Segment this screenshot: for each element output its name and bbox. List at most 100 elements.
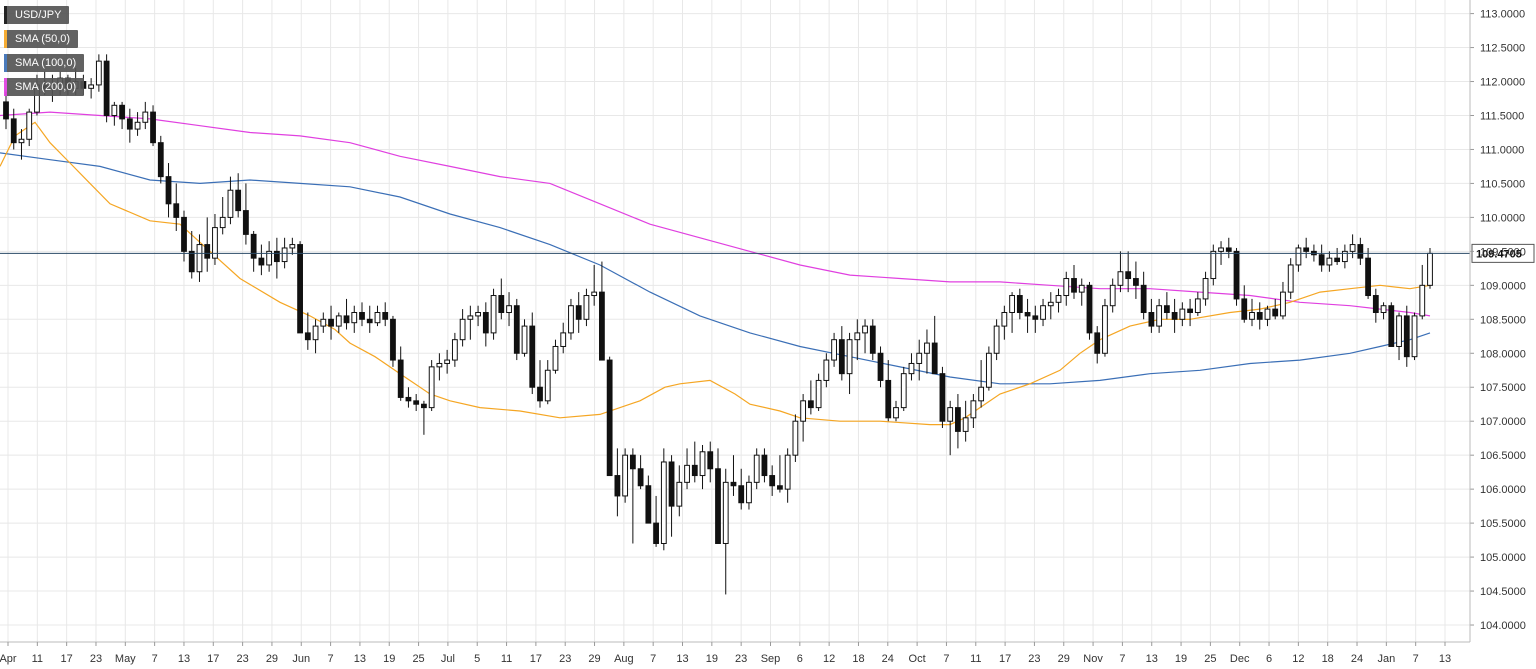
x-tick-label: 29 [1058, 653, 1070, 665]
candle-down [606, 359, 613, 477]
candle-down [3, 101, 9, 120]
candle-down [614, 475, 621, 497]
candle-up [1063, 278, 1070, 297]
y-tick-label: 111.0000 [1480, 144, 1524, 156]
candle-up [1295, 247, 1302, 266]
legend-sma100[interactable]: SMA (100,0) [4, 54, 85, 72]
x-tick-label: 19 [1175, 653, 1187, 665]
candle-down [1256, 312, 1263, 320]
candle-down [181, 216, 187, 252]
candle-up [1280, 291, 1286, 317]
x-tick-label: 11 [501, 653, 512, 665]
candle-down [1071, 278, 1077, 293]
legend-symbol[interactable]: USD/JPY [4, 6, 70, 24]
candle-down [807, 400, 814, 409]
x-tick-label: 11 [32, 653, 43, 665]
candle-down [328, 318, 334, 327]
x-tick-label: Dec [1230, 653, 1250, 665]
candle-up [134, 121, 141, 130]
candle-up [335, 315, 342, 327]
candle-up [676, 481, 683, 507]
x-tick-label: 23 [735, 653, 747, 665]
x-tick-label: Aug [614, 653, 634, 665]
candle-up [1380, 305, 1387, 314]
candle-up [1156, 305, 1163, 327]
candle-up [88, 84, 95, 89]
candle-up [862, 325, 868, 334]
candle-up [753, 454, 760, 483]
y-tick-label: 111.5000 [1480, 110, 1524, 122]
y-tick-label: 109.5000 [1480, 246, 1526, 258]
x-tick-label: Oct [909, 653, 926, 665]
grid-lines [0, 0, 1470, 642]
candle-up [854, 332, 861, 341]
candle-up [219, 216, 226, 229]
candle-down [738, 485, 745, 504]
candle-up [289, 244, 296, 249]
x-tick-label: 6 [797, 653, 803, 665]
candle-down [273, 250, 280, 263]
candle-up [444, 359, 451, 364]
legend-sma200[interactable]: SMA (200,0) [4, 78, 85, 96]
candle-up [560, 332, 567, 347]
legend-sma50[interactable]: SMA (50,0) [4, 30, 79, 48]
x-tick-label: 23 [1028, 653, 1040, 665]
candle-up [823, 359, 830, 381]
x-tick-label: 13 [178, 653, 190, 665]
candle-down [297, 244, 303, 334]
candle-down [707, 451, 714, 470]
candle-up [506, 305, 512, 314]
x-tick-label: 18 [852, 653, 864, 665]
candle-up [459, 318, 466, 341]
legend-sma200-swatch [4, 78, 7, 96]
candle-up [684, 464, 690, 483]
x-tick-label: 13 [1146, 653, 1158, 665]
candle-up [993, 325, 1000, 354]
candle-down [204, 244, 211, 259]
candle-up [970, 400, 977, 419]
x-tick-label: Apr [0, 653, 17, 665]
y-tick-label: 106.5000 [1480, 450, 1526, 462]
y-tick-label: 105.0000 [1480, 552, 1526, 564]
candle-up [142, 111, 149, 123]
candle-up [1109, 284, 1116, 307]
candle-up [18, 138, 25, 144]
candle-down [126, 118, 133, 130]
x-tick-label: 7 [328, 653, 334, 665]
legend-symbol-swatch [4, 6, 7, 24]
x-tick-label: 12 [823, 653, 835, 665]
candle-down [529, 325, 536, 388]
candle-up [196, 244, 203, 273]
candle-down [653, 522, 659, 544]
candle-up [227, 189, 234, 218]
candle-down [1357, 244, 1364, 259]
candle-up [1009, 295, 1015, 314]
x-tick-label: 6 [1266, 653, 1272, 665]
candle-up [893, 407, 899, 419]
x-tick-label: 23 [236, 653, 248, 665]
candle-down [235, 189, 242, 212]
candle-down [715, 468, 721, 544]
candle-up [1427, 252, 1433, 286]
candle-up [815, 379, 822, 409]
candle-down [931, 342, 938, 375]
x-tick-label: 23 [559, 653, 571, 665]
y-tick-label: 109.0000 [1480, 280, 1526, 292]
candle-up [792, 420, 799, 456]
candle-up [1055, 295, 1062, 303]
candle-up [1419, 284, 1426, 317]
candle-up [320, 318, 327, 327]
candle-up [1040, 305, 1046, 320]
candle-down [258, 257, 265, 266]
candle-down [421, 403, 427, 409]
last-price-badge [1471, 243, 1535, 263]
candle-down [343, 315, 350, 324]
x-tick-label: 19 [706, 653, 718, 665]
candle-up [111, 104, 118, 116]
candle-up [978, 386, 985, 402]
legend-sma100-label: SMA (100,0) [15, 57, 77, 69]
candle-up [1117, 271, 1124, 286]
candle-up [985, 352, 992, 388]
candle-down [173, 203, 180, 218]
